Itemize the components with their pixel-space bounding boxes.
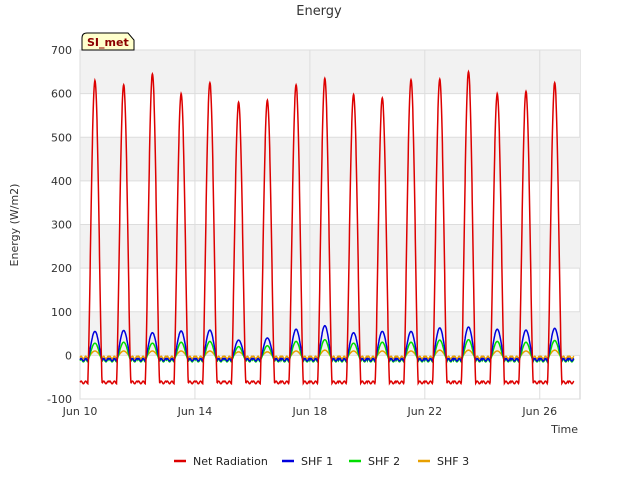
series-lines [79, 69, 575, 386]
y-tick-label: 200 [51, 262, 72, 275]
y-tick-label: -100 [47, 393, 72, 406]
x-tick-label: Jun 26 [521, 405, 557, 418]
gridlines [79, 49, 580, 400]
series-line [79, 69, 575, 386]
legend-label: Net Radiation [193, 455, 268, 468]
legend: Net Radiation SHF 1 SHF 2 SHF 3 [174, 455, 469, 468]
x-axis-label: Time [550, 423, 578, 436]
y-tick-label: 700 [51, 44, 72, 57]
site-badge: SI_met [81, 32, 135, 51]
y-axis-label: Energy (W/m2) [8, 184, 21, 267]
y-tick-label: 400 [51, 175, 72, 188]
y-tick-label: 100 [51, 306, 72, 319]
x-tick-label: Jun 14 [177, 405, 213, 418]
grid-band [80, 137, 580, 181]
y-axis-ticks: -100 0 100 200 300 400 500 600 700 [47, 44, 72, 406]
x-tick-label: Jun 18 [292, 405, 328, 418]
y-tick-label: 300 [51, 219, 72, 232]
legend-label: SHF 3 [437, 455, 469, 468]
y-tick-label: 600 [51, 88, 72, 101]
legend-label: SHF 2 [368, 455, 400, 468]
badge-label: SI_met [87, 36, 129, 49]
y-tick-label: 500 [51, 131, 72, 144]
x-tick-label: Jun 22 [406, 405, 442, 418]
grid-band [80, 50, 580, 94]
legend-label: SHF 1 [301, 455, 333, 468]
x-tick-label: Jun 10 [62, 405, 98, 418]
badge-shape [81, 32, 135, 51]
chart-title: Energy [296, 4, 342, 19]
plot-area [79, 49, 581, 400]
x-axis-ticks: Jun 10 Jun 14 Jun 18 Jun 22 Jun 26 [62, 405, 557, 418]
y-tick-label: 0 [65, 349, 72, 362]
